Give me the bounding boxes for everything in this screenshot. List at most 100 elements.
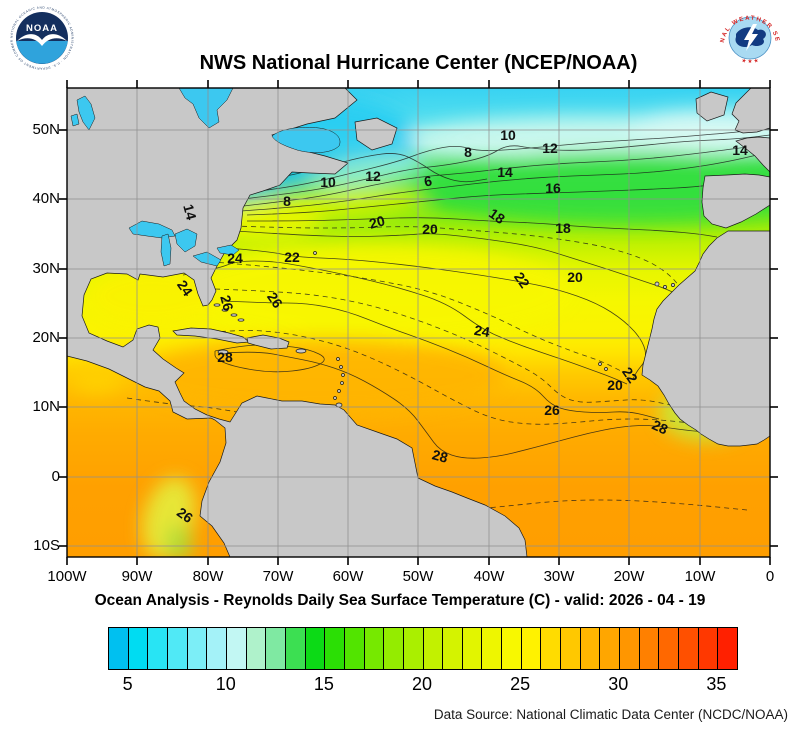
contour-label: 16 (545, 180, 561, 196)
lake-michigan (160, 233, 172, 267)
colorbar-cell (698, 628, 719, 669)
lat-label: 10S (33, 537, 60, 554)
land-cape-verde (598, 362, 608, 371)
land-france (735, 136, 770, 173)
contour-label: 28 (650, 416, 671, 437)
lat-label: 50N (32, 121, 60, 138)
contour-label: 14 (497, 164, 513, 180)
contour-label: 28 (430, 446, 449, 466)
land-bahamas (213, 303, 245, 322)
contour-line (214, 246, 646, 380)
colorbar-cell (364, 628, 385, 669)
lon-label: 10W (684, 568, 716, 585)
map-container: 10 12 8 6 14 16 14 12 10 8 14 18 18 20 20 22 24 24 26 26 28 2… (55, 76, 782, 569)
contour-line (232, 225, 682, 289)
colorbar-cell (403, 628, 424, 669)
axis-ticks (59, 80, 778, 565)
colorbar-tick-label: 30 (608, 674, 629, 694)
contour-label: 10 (320, 174, 336, 190)
lat-label: 10N (32, 398, 60, 415)
land-iberia (701, 173, 770, 229)
lake-superior (128, 220, 176, 239)
colorbar-cell (207, 628, 227, 669)
colorbar-cell (305, 628, 326, 669)
colorbar-cell (325, 628, 345, 669)
lake-erie (192, 251, 222, 267)
contour-label: 12 (542, 140, 558, 156)
contour-label: 24 (227, 250, 243, 266)
map-subtitle: Ocean Analysis - Reynolds Daily Sea Surf… (94, 592, 706, 609)
colorbar-cell (266, 628, 286, 669)
lake-ontario (216, 244, 240, 256)
contour-line (216, 128, 770, 197)
contour-label: 28 (217, 349, 233, 365)
contour-line (222, 300, 660, 420)
lon-label: 40W (473, 568, 505, 585)
noaa-logo-text: NOAA (26, 23, 58, 34)
contour-label: 26 (544, 402, 560, 418)
data-source-note: Data Source: National Climatic Data Cent… (433, 707, 788, 722)
colorbar-cell (482, 628, 503, 669)
colorbar-cell (344, 628, 365, 669)
contour-label: 14 (732, 142, 748, 158)
colorbar-cell (502, 628, 522, 669)
colorbar-cell (659, 628, 680, 669)
colorbar-cell (148, 628, 168, 669)
colorbar-tick-label: 15 (313, 674, 334, 694)
colorbar-cell (443, 628, 463, 669)
noaa-gull-icon (17, 34, 67, 46)
colorbar-cell (128, 628, 149, 669)
colorbar-cell (620, 628, 640, 669)
lon-label: 20W (613, 568, 645, 585)
land-canary-islands (654, 281, 675, 289)
land-ireland (695, 91, 729, 122)
colorbar-cell (167, 628, 188, 669)
gulf-of-st-lawrence (271, 127, 341, 153)
contour-line (182, 260, 628, 385)
contour-label: 10 (500, 127, 516, 143)
colorbar-cell (109, 628, 129, 669)
land-americas (67, 88, 528, 557)
contour-line (184, 330, 768, 432)
colorbar-tick-label: 20 (411, 674, 433, 694)
contour-label: 20 (367, 212, 386, 232)
contour-line (218, 153, 488, 189)
contour-label: 24 (473, 322, 491, 340)
colorbar-cell (580, 628, 601, 669)
graticule (67, 88, 770, 557)
land-jamaica (217, 349, 229, 355)
contour-label: 20 (567, 269, 583, 285)
colorbar-cell (285, 628, 306, 669)
colorbar-cell (246, 628, 267, 669)
lon-label: 60W (332, 568, 364, 585)
land-masses (67, 88, 770, 557)
land-bermuda (313, 251, 317, 255)
contour-label: 8 (283, 193, 291, 209)
colorbar-tick-label: 5 (122, 674, 133, 694)
colorbar-cell (639, 628, 660, 669)
lon-label: 0 (765, 568, 775, 585)
colorbar-cell (679, 628, 699, 669)
colorbar-cell (561, 628, 581, 669)
contour-label: 14 (180, 202, 200, 221)
nws-stars: ★ ★ ★ (741, 57, 760, 65)
land-hispaniola (246, 334, 290, 350)
contour-label: 20 (422, 221, 438, 237)
lake-winnipeg (76, 95, 96, 131)
lon-label: 30W (543, 568, 575, 585)
contour-label: 20 (607, 377, 623, 393)
contour-label: 8 (464, 144, 472, 160)
contour-line (222, 351, 752, 459)
lon-label: 50W (402, 568, 434, 585)
contour-line (214, 288, 702, 412)
lon-label: 90W (121, 568, 153, 585)
land-newfoundland (354, 117, 398, 151)
map-frame (66, 87, 771, 558)
colorbar-cell (521, 628, 542, 669)
colorbar-cell (718, 628, 737, 669)
lat-label: 40N (32, 190, 60, 207)
contour-line (246, 217, 718, 238)
lat-label: 0 (51, 468, 60, 485)
